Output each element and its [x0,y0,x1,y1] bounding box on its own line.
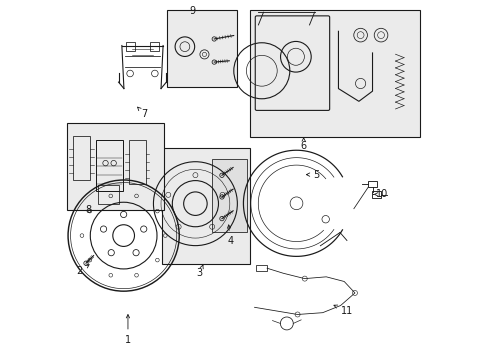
Text: 11: 11 [333,305,352,316]
Bar [212,159,247,231]
Text: 2: 2 [76,265,89,276]
Text: 4: 4 [226,225,233,246]
Bar [73,136,90,180]
Bar [367,181,376,187]
Bar [256,265,266,271]
Bar [129,140,146,184]
Bar [98,185,119,204]
Text: 9: 9 [189,6,195,17]
Text: 6: 6 [300,138,306,151]
Text: 8: 8 [85,206,91,216]
Bar [162,148,249,264]
Bar [167,10,237,87]
Text: 5: 5 [306,170,319,180]
Bar [249,10,419,137]
Bar [67,123,163,211]
Bar [371,192,380,198]
Text: 1: 1 [124,315,131,345]
Bar [150,42,159,51]
Text: 3: 3 [196,265,203,278]
Bar [126,42,135,51]
Text: 10: 10 [373,189,388,199]
Bar [96,140,123,191]
Text: 7: 7 [137,107,147,119]
